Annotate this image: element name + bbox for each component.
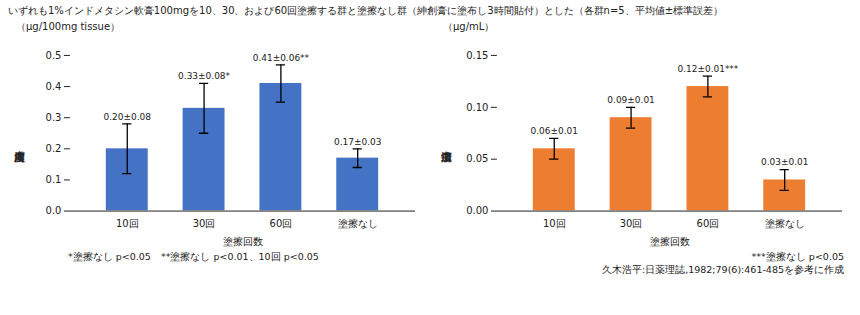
svg-text:0.3: 0.3: [46, 112, 62, 123]
svg-text:0.2: 0.2: [46, 143, 62, 154]
svg-text:60回: 60回: [269, 218, 292, 229]
svg-text:塗擦回数: 塗擦回数: [223, 236, 263, 247]
svg-text:0.20±0.08: 0.20±0.08: [103, 112, 151, 122]
html-text:皮膚内濃度: 皮膚内濃度: [13, 141, 26, 142]
svg-text:0.06±0.01: 0.06±0.01: [530, 126, 577, 136]
svg-text:0.1: 0.1: [46, 174, 62, 185]
svg-text:0.5: 0.5: [46, 50, 62, 61]
svg-text:30回: 30回: [193, 218, 216, 229]
svg-text:60回: 60回: [696, 218, 719, 229]
svg-text:0.41±0.06**: 0.41±0.06**: [253, 53, 310, 63]
svg-text:10回: 10回: [543, 218, 566, 229]
svg-text:0.03±0.01: 0.03±0.01: [761, 157, 808, 167]
html-text:*塗擦なし p<0.05 **塗擦なし p<0.01、10回: *塗擦なし p<0.05 **塗擦なし p<0.01、10回 p<0.05: [68, 251, 319, 263]
html-text:***塗擦なし p<0.05: ***塗擦なし p<0.05: [751, 251, 844, 263]
svg-text:0.4: 0.4: [46, 81, 62, 92]
html-text:（μg/mL）: （μg/mL）: [443, 21, 495, 32]
svg-text:30回: 30回: [620, 218, 643, 229]
html-text:いずれも1%インドメタシン軟膏100mgを10、30、および: いずれも1%インドメタシン軟膏100mgを10、30、および60回塗擦する群と塗…: [8, 5, 723, 16]
svg-text:0.0: 0.0: [46, 205, 62, 216]
html-text:血清中濃度: 血清中濃度: [440, 141, 453, 142]
svg-text:0.05: 0.05: [466, 153, 488, 164]
svg-text:0.10: 0.10: [466, 102, 488, 113]
svg-text:0.15: 0.15: [466, 50, 488, 61]
svg-text:0.00: 0.00: [466, 205, 488, 216]
html-text:久木浩平:日薬理誌,1982;79(6):461-485を参: 久木浩平:日薬理誌,1982;79(6):461-485を参考に作成: [602, 264, 844, 276]
svg-text:0.09±0.01: 0.09±0.01: [607, 95, 654, 105]
svg-text:塗擦なし: 塗擦なし: [338, 218, 378, 229]
html-text:（μg/100mg tissue）: （μg/100mg tissue）: [16, 21, 120, 32]
svg-text:0.33±0.08*: 0.33±0.08*: [178, 71, 230, 81]
svg-text:0.12±0.01***: 0.12±0.01***: [677, 64, 738, 74]
svg-text:10回: 10回: [116, 218, 139, 229]
svg-text:0.17±0.03: 0.17±0.03: [334, 137, 381, 147]
svg-text:塗擦回数: 塗擦回数: [650, 236, 690, 247]
svg-text:塗擦なし: 塗擦なし: [765, 218, 805, 229]
